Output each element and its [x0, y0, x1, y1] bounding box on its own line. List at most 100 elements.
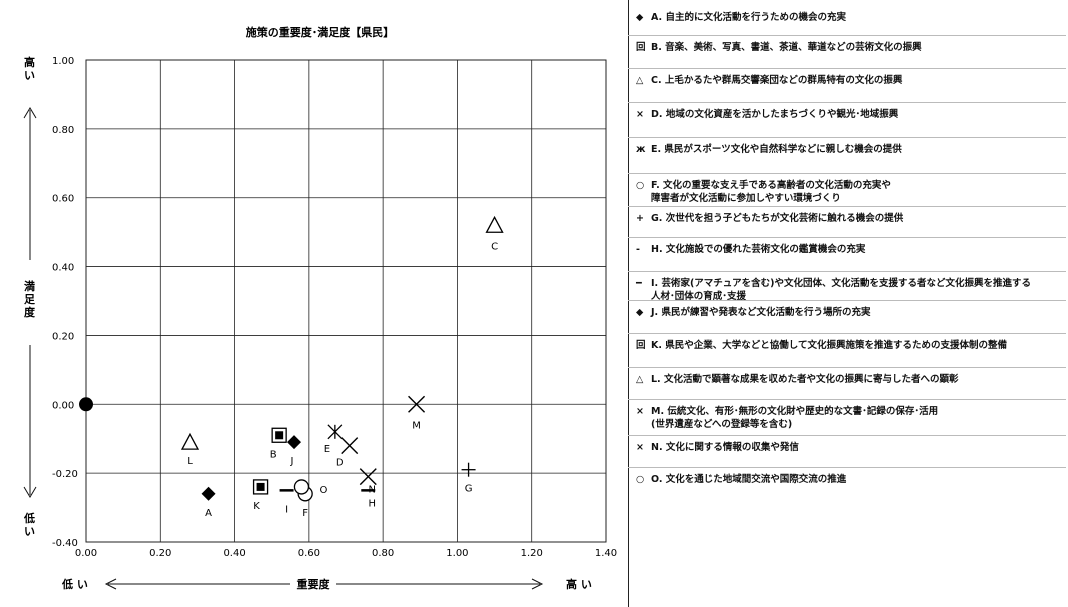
legend-item-l: △ L. 文化活動で顕著な成果を収めた者や文化の振興に寄与した者への顕彰: [636, 374, 959, 387]
legend-item-h: - H. 文化施設での優れた芸術文化の鑑賞機会の充実: [636, 244, 865, 257]
legend-text-continued: (世界遺産などへの登録等を含む): [651, 418, 793, 430]
legend-marker: 回: [636, 340, 646, 351]
y-tick-label: 0.40: [52, 263, 74, 274]
legend-marker: △: [636, 374, 644, 385]
legend-panel: ◆ A. 自主的に文化活動を行うための機会の充実回 B. 音楽、美術、写真、書道、茶…: [628, 0, 1066, 607]
legend-marker: +: [636, 213, 644, 224]
legend-text-continued: 人材･団体の育成･支援: [651, 290, 747, 302]
data-label: G: [465, 484, 473, 495]
data-label: L: [187, 456, 193, 467]
marker-x-line: [341, 437, 359, 455]
legend-item-text: 回 B. 音楽、美術、写真、書道、茶道、華道などの芸術文化の振興: [636, 42, 922, 53]
legend-item-text: △ L. 文化活動で顕著な成果を収めた者や文化の振興に寄与した者への顕彰: [636, 374, 959, 385]
data-label: E: [324, 444, 330, 455]
x-low-label: 低 い: [61, 577, 88, 591]
data-point-c: C: [485, 215, 504, 252]
legend-separator: [628, 399, 1066, 400]
x-tick-label: 0.00: [75, 548, 97, 559]
legend-item-c: △ C. 上毛かるたや群馬交響楽団などの群馬特有の文化の振興: [636, 75, 902, 88]
marker-square-inner: [275, 431, 284, 440]
x-tick-label: 0.80: [372, 548, 394, 559]
legend-marker: ◆: [636, 12, 644, 23]
marker-x-line: [408, 395, 426, 413]
legend-item-text: △ C. 上毛かるたや群馬交響楽団などの群馬特有の文化の振興: [636, 75, 902, 86]
legend-text: 文化を通じた地域間交流や国際交流の推進: [665, 474, 847, 485]
legend-code: F.: [651, 180, 664, 191]
legend-item-a: ◆ A. 自主的に文化活動を行うための機会の充実: [636, 12, 846, 25]
legend-item-b: 回 B. 音楽、美術、写真、書道、茶道、華道などの芸術文化の振興: [636, 42, 922, 55]
legend-code: H.: [651, 244, 666, 255]
legend-code: O.: [651, 474, 666, 485]
chart-title: 施策の重要度･満足度【県民】: [246, 25, 395, 39]
legend-text: 県民が練習や発表など文化活動を行う場所の充実: [661, 307, 871, 318]
legend-code: C.: [651, 75, 665, 86]
legend-text: 県民がスポーツ文化や自然科学などに親しむ機会の提供: [664, 144, 902, 155]
legend-marker: ○: [636, 474, 645, 485]
y-tick-label: 0.20: [52, 331, 74, 342]
y-axis-label: 満足度: [24, 279, 36, 319]
legend-item-text: ━ I. 芸術家(アマチュアを含む)や文化団体、文化活動を支援する者など文化振興を…: [636, 278, 1031, 289]
legend-code: A.: [651, 12, 666, 23]
legend-item-d: × D. 地域の文化資産を活かしたまちづくりや観光･地域振興: [636, 109, 898, 122]
data-point-o: O: [293, 479, 327, 496]
data-label: C: [491, 241, 498, 252]
y-tick-label: 0.60: [52, 194, 74, 205]
legend-item-m: × M. 伝統文化、有形･無形の文化財や歴史的な文書･記録の保存･活用 (世界遺産な…: [636, 406, 938, 431]
legend-marker: -: [636, 244, 640, 255]
legend-item-text: ○ O. 文化を通じた地域間交流や国際交流の推進: [636, 474, 846, 485]
legend-separator: [628, 367, 1066, 368]
marker-square-inner: [256, 482, 265, 491]
legend-text: 上毛かるたや群馬交響楽団などの群馬特有の文化の振興: [664, 75, 903, 86]
legend-item-j: ◆ J. 県民が練習や発表など文化活動を行う場所の充実: [636, 307, 870, 320]
x-tick-label: 1.20: [521, 548, 543, 559]
data-point-h: H: [361, 489, 376, 509]
y-axis-up-arrowhead: [23, 107, 37, 119]
data-label: J: [290, 456, 294, 467]
data-point-d: D: [336, 437, 359, 469]
legend-separator: [628, 300, 1066, 301]
legend-text: 次世代を担う子どもたちが文化芸術に触れる機会の提供: [665, 213, 904, 224]
legend-marker: ×: [636, 109, 644, 120]
data-label: K: [253, 501, 260, 512]
data-point-k: K: [252, 479, 269, 512]
legend-marker: ×: [636, 442, 644, 453]
legend-separator: [628, 137, 1066, 138]
x-axis-left-arrowhead: [104, 578, 117, 590]
x-tick-label: 0.40: [223, 548, 245, 559]
legend-code: J.: [651, 307, 662, 318]
legend-code: K.: [651, 340, 666, 351]
legend-item-i: ━ I. 芸術家(アマチュアを含む)や文化団体、文化活動を支援する者など文化振興を…: [636, 278, 1031, 303]
y-tick-label: 1.00: [52, 56, 74, 67]
y-tick-label: 0.80: [52, 125, 74, 136]
legend-text: 自主的に文化活動を行うための機会の充実: [665, 12, 846, 23]
legend-text-continued: 障害者が文化活動に参加しやすい環境づくり: [651, 192, 841, 204]
marker-circle: [293, 479, 310, 495]
data-label: O: [319, 485, 327, 496]
legend-code: D.: [651, 109, 666, 120]
legend-code: M.: [651, 406, 668, 417]
legend-code: N.: [651, 442, 666, 453]
data-point-l: L: [180, 432, 200, 467]
legend-item-f: ○ F. 文化の重要な支え手である高齢者の文化活動の充実や 障害者が文化活動に参加し…: [636, 180, 891, 205]
legend-marker: △: [636, 75, 644, 86]
legend-text: 伝統文化、有形･無形の文化財や歴史的な文書･記録の保存･活用: [667, 406, 939, 417]
x-tick-label: 1.40: [595, 548, 617, 559]
legend-item-text: ○ F. 文化の重要な支え手である高齢者の文化活動の充実や: [636, 180, 891, 191]
y-low-label: 低い: [23, 511, 35, 538]
legend-text: 県民や企業、大学などと協働して文化振興施策を推進するための支援体制の整備: [665, 340, 1007, 351]
data-point-e: E: [324, 424, 343, 455]
legend-separator: [628, 35, 1066, 36]
marker-x-line: [359, 468, 377, 486]
legend-separator: [628, 271, 1066, 272]
marker-triangle: [180, 432, 200, 450]
legend-code: L.: [651, 374, 664, 385]
x-axis-label: 重要度: [297, 577, 331, 591]
legend-item-text: 回 K. 県民や企業、大学などと協働して文化振興施策を推進するための支援体制の整備: [636, 340, 1007, 351]
data-point-n: N: [359, 468, 377, 496]
legend-item-text: ◆ A. 自主的に文化活動を行うための機会の充実: [636, 12, 846, 23]
data-label: B: [270, 449, 277, 460]
y-axis-down-arrowhead: [23, 486, 37, 498]
legend-code: E.: [651, 144, 665, 155]
data-label: D: [336, 458, 344, 469]
data-label: F: [302, 508, 308, 519]
